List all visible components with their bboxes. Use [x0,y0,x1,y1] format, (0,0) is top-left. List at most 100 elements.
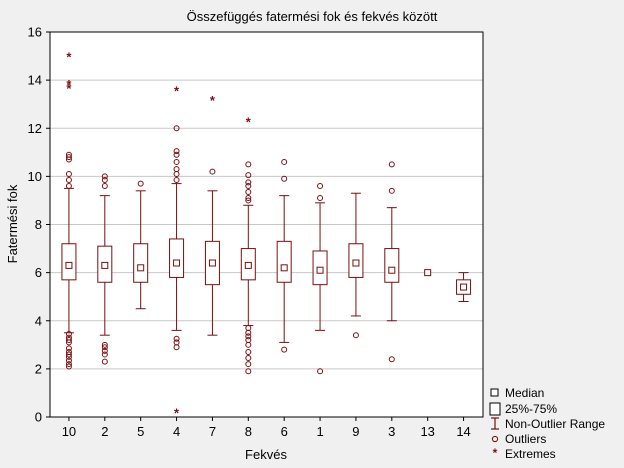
outlier-point [101,341,108,348]
median-marker [424,269,432,277]
box-group-10: *** [61,50,77,370]
legend-outliers: Outliers [505,432,546,446]
box-group-2 [97,173,113,365]
x-tick-label: 6 [281,424,288,439]
legend: Median 25%-75% Non-Outlier Range Outlier… [489,386,605,461]
y-tick-label: 2 [35,361,42,376]
median-marker [460,283,468,291]
legend-non-outlier-range: Non-Outlier Range [505,417,605,431]
extreme-point: * [66,50,72,65]
y-tick-label: 8 [35,217,42,232]
outlier-point [65,151,72,158]
outlier-point [101,173,108,180]
outlier-point [65,349,72,356]
legend-median: Median [505,386,544,400]
outlier-point [245,349,252,356]
median-marker [101,261,109,269]
box-series: ******* [61,50,472,421]
y-tick-label: 14 [28,73,42,88]
outlier-point [388,356,395,363]
median-marker [137,264,145,272]
outlier-point [245,195,252,202]
outlier-point [65,176,72,183]
outlier-point [317,368,324,375]
outlier-point [65,170,72,177]
outlier-point [173,166,180,173]
chart-title: Összefüggés fatermési fok és fekvés közö… [187,9,438,24]
legend-extremes: Extremes [505,447,556,461]
extreme-point: * [174,406,180,421]
outlier-point [245,179,252,186]
y-axis-label: Fatermési fok [5,184,20,263]
outlier-point [245,361,252,368]
box-group-9 [348,192,364,339]
outlier-point [101,358,108,365]
x-tick-label: 5 [137,424,144,439]
outlier-point [65,337,72,343]
median-marker [388,266,396,274]
outlier-point [173,158,180,165]
outlier-point [281,346,288,353]
y-tick-label: 0 [35,410,42,425]
box-group-4: ** [169,83,185,421]
outlier-point [245,368,252,375]
outlier-point [388,187,395,194]
x-tick-label: 4 [173,424,180,439]
legend-whisker-icon [491,417,499,430]
y-tick-label: 16 [28,25,42,40]
quartile-box [133,243,149,283]
outlier-point [173,339,180,346]
box-group-5 [133,180,149,310]
outlier-point [245,183,252,189]
outlier-point [245,324,252,331]
outlier-point [65,351,72,358]
y-tick-label: 12 [28,121,42,136]
outlier-point [101,183,108,189]
box-group-3 [384,161,400,363]
outlier-point [65,183,72,189]
median-marker [316,266,324,274]
grid-lines [50,79,483,370]
extreme-point: * [66,77,72,92]
outlier-point [65,361,72,368]
quartile-box [169,238,185,278]
outlier-point [101,347,108,354]
y-tick-label: 10 [28,169,42,184]
outlier-point [65,363,72,370]
y-tick-label: 6 [35,265,42,280]
extreme-point: * [66,81,72,96]
legend-outlier-icon [491,435,499,443]
extreme-point: * [174,83,180,98]
outlier-point [65,330,72,337]
outlier-point [317,183,324,189]
outlier-point [317,195,324,202]
outlier-point [281,158,288,165]
outlier-point [137,180,144,187]
quartile-box [384,248,400,283]
outlier-point [245,172,252,179]
box-group-1 [312,183,328,375]
x-axis-label: Fekvés [245,447,287,462]
x-tick-label: 14 [456,424,470,439]
box-group-7: * [204,93,220,336]
outlier-point [101,344,108,351]
outlier-point [352,332,359,339]
outlier-point [209,168,216,175]
median-marker [280,264,288,272]
legend-median-icon [490,388,499,397]
x-tick-label: 10 [62,424,76,439]
x-axis-ticks: 10 2 5 4 7 8 6 1 9 3 13 14 [62,417,471,439]
x-tick-label: 13 [420,424,434,439]
outlier-point [101,176,108,183]
outlier-point [245,355,252,362]
outlier-point [245,161,252,168]
box-group-8: * [240,115,256,375]
outlier-point [65,154,72,161]
median-marker [352,259,360,267]
x-tick-label: 2 [101,424,108,439]
x-tick-label: 7 [209,424,216,439]
median-marker [173,259,181,267]
x-tick-label: 9 [352,424,359,439]
outlier-point [245,337,252,343]
